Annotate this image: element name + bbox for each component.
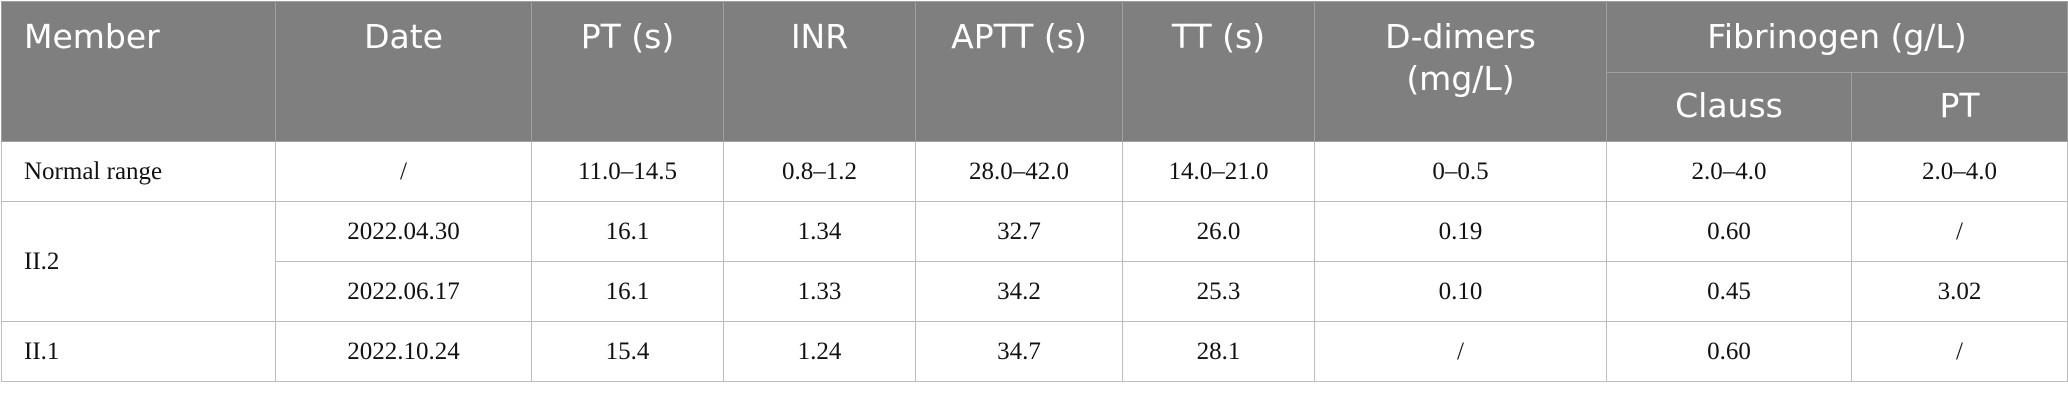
table-row-ii1: II.1 2022.10.24 15.4 1.24 34.7 28.1 / 0.… [1,321,2068,382]
cell-pt: 15.4 [531,321,724,382]
coagulation-results-table: Member Date PT (s) INR APTT (s) TT (s) D… [1,1,2068,382]
cell-inr: 1.34 [723,201,916,262]
cell-tt: 14.0–21.0 [1122,141,1315,202]
header-d-dimers: D-dimers (mg/L) [1314,1,1607,142]
header-row: Member Date PT (s) INR APTT (s) TT (s) D… [1,1,2068,142]
cell-member: II.1 [1,321,276,382]
header-fibrinogen-pt: PT [1851,72,2068,142]
cell-inr: 0.8–1.2 [723,141,916,202]
cell-date: 2022.10.24 [275,321,532,382]
cell-clauss: 0.45 [1606,261,1852,322]
cell-tt: 25.3 [1122,261,1315,322]
table-row-ii2-second: 2022.06.17 16.1 1.33 34.2 25.3 0.10 0.45… [2,261,2068,322]
cell-aptt: 28.0–42.0 [915,141,1123,202]
cell-fibrinogen-pt: 2.0–4.0 [1851,141,2068,202]
cell-member: II.2 [1,201,276,322]
cell-fibrinogen-pt: / [1851,321,2068,382]
cell-aptt: 32.7 [915,201,1123,262]
cell-fibrinogen-pt: 3.02 [1851,261,2068,322]
cell-clauss: 2.0–4.0 [1606,141,1852,202]
header-inr: INR [723,1,916,142]
cell-date: / [275,141,532,202]
cell-date: 2022.04.30 [275,201,532,262]
cell-d-dimers: 0.19 [1314,201,1607,262]
header-d-dimers-line1: D-dimers [1385,17,1536,56]
cell-aptt: 34.2 [915,261,1123,322]
header-aptt: APTT (s) [915,1,1123,142]
header-member: Member [1,1,276,142]
cell-tt: 28.1 [1122,321,1315,382]
header-date: Date [275,1,532,142]
table-row-normal-range: Normal range / 11.0–14.5 0.8–1.2 28.0–42… [1,141,2068,202]
cell-fibrinogen-pt: / [1851,201,2068,262]
cell-pt: 11.0–14.5 [531,141,724,202]
cell-clauss: 0.60 [1606,201,1852,262]
header-tt: TT (s) [1122,1,1315,142]
header-d-dimers-line2: (mg/L) [1406,59,1515,98]
subheader-row: Clauss PT [2,72,2068,142]
cell-pt: 16.1 [531,201,724,262]
header-fibrinogen: Fibrinogen (g/L) [1606,1,2068,73]
header-clauss: Clauss [1606,72,1852,142]
cell-inr: 1.33 [723,261,916,322]
cell-member: Normal range [1,141,276,202]
cell-aptt: 34.7 [915,321,1123,382]
cell-d-dimers: 0.10 [1314,261,1607,322]
cell-pt: 16.1 [531,261,724,322]
table-row-ii2-first: II.2 2022.04.30 16.1 1.34 32.7 26.0 0.19… [1,201,2068,322]
cell-clauss: 0.60 [1606,321,1852,382]
cell-d-dimers: 0–0.5 [1314,141,1607,202]
cell-date: 2022.06.17 [275,261,532,322]
cell-d-dimers: / [1314,321,1607,382]
cell-inr: 1.24 [723,321,916,382]
cell-tt: 26.0 [1122,201,1315,262]
header-pt: PT (s) [531,1,724,142]
